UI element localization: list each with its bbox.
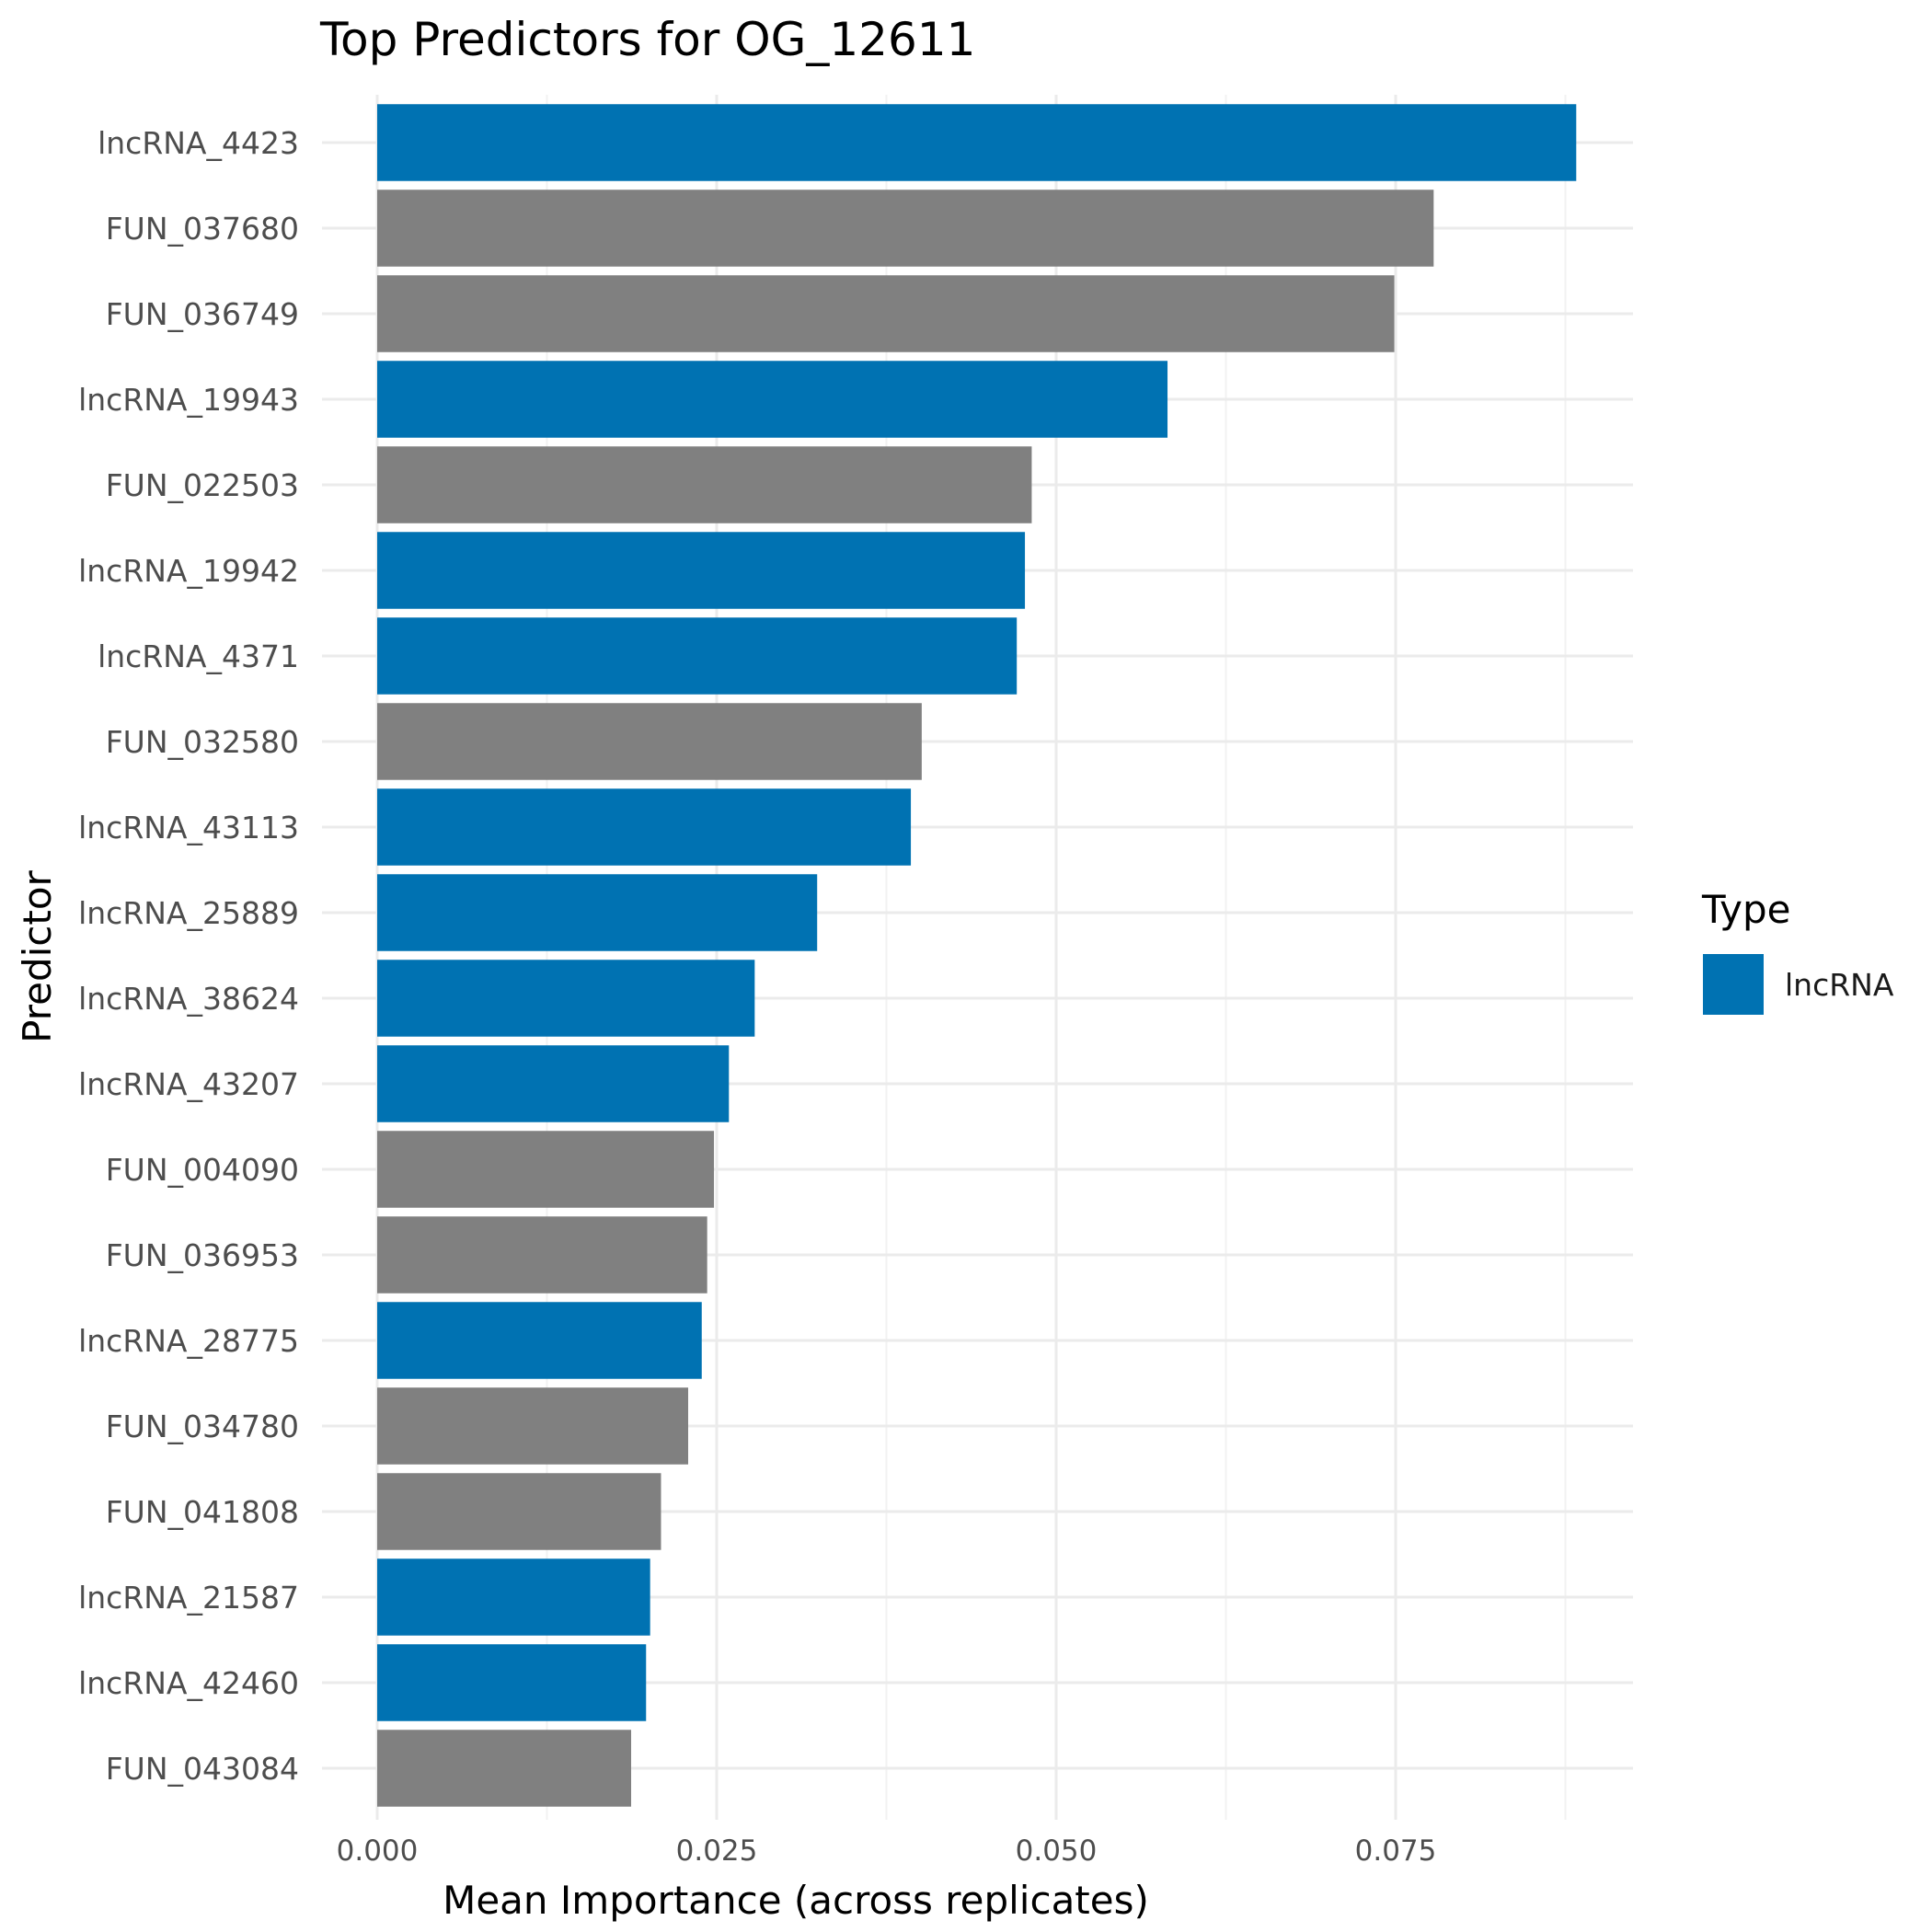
- bar-lncrna-43113: [377, 788, 912, 866]
- bar-lncrna-43207: [377, 1045, 730, 1122]
- bars: [377, 104, 1577, 1807]
- y-tick-label: FUN_041808: [106, 1494, 299, 1530]
- bar-fun-041808: [377, 1473, 661, 1550]
- y-tick-label: FUN_032580: [106, 724, 299, 760]
- chart-title: Top Predictors for OG_12611: [319, 13, 975, 66]
- bar-lncrna-4371: [377, 617, 1018, 695]
- y-tick-label: FUN_036953: [106, 1237, 299, 1273]
- bar-fun-032580: [377, 703, 922, 780]
- y-axis-title: Predictor: [15, 869, 60, 1042]
- x-tick-label: 0.025: [676, 1834, 758, 1868]
- bar-lncrna-21587: [377, 1558, 650, 1636]
- y-tick-label: lncRNA_4423: [98, 125, 299, 161]
- y-tick-label: FUN_036749: [106, 296, 299, 332]
- y-tick-labels: lncRNA_4423 FUN_037680 FUN_036749 lncRNA_19…: [78, 125, 299, 1787]
- bar-fun-034780: [377, 1387, 689, 1465]
- y-tick-label: lncRNA_43207: [78, 1066, 299, 1102]
- x-tick-label: 0.000: [337, 1834, 419, 1868]
- y-tick-label: FUN_034780: [106, 1409, 299, 1444]
- bar-lncrna-38624: [377, 960, 755, 1037]
- y-tick-label: lncRNA_43113: [78, 810, 299, 845]
- y-tick-label: lncRNA_4371: [98, 638, 299, 674]
- bar-lncrna-4423: [377, 104, 1577, 181]
- bar-fun-043084: [377, 1730, 632, 1807]
- y-tick-label: lncRNA_28775: [78, 1323, 299, 1359]
- y-tick-label: lncRNA_21587: [78, 1580, 299, 1616]
- y-tick-label: FUN_004090: [106, 1152, 299, 1188]
- x-tick-labels: 0.000 0.025 0.050 0.075: [337, 1834, 1437, 1868]
- y-tick-label: lncRNA_19943: [78, 382, 299, 418]
- y-tick-label: FUN_043084: [106, 1751, 299, 1787]
- y-tick-label: FUN_037680: [106, 211, 299, 247]
- x-tick-label: 0.075: [1355, 1834, 1437, 1868]
- y-tick-label: lncRNA_25889: [78, 895, 299, 931]
- bar-fun-004090: [377, 1131, 715, 1208]
- bar-fun-036953: [377, 1216, 707, 1294]
- bar-lncrna-42460: [377, 1644, 647, 1721]
- y-tick-label: FUN_022503: [106, 467, 299, 503]
- y-tick-label: lncRNA_38624: [78, 981, 299, 1017]
- bar-lncrna-19943: [377, 361, 1168, 438]
- bar-lncrna-25889: [377, 874, 818, 951]
- legend-label-lncrna: lncRNA: [1785, 967, 1894, 1003]
- bar-lncrna-28775: [377, 1302, 702, 1379]
- y-tick-label: lncRNA_19942: [78, 553, 299, 589]
- legend-swatch-lncrna: [1703, 954, 1764, 1015]
- legend: Type lncRNA: [1701, 887, 1894, 1015]
- bar-fun-036749: [377, 275, 1395, 352]
- y-tick-label: lncRNA_42460: [78, 1665, 299, 1701]
- x-axis-title: Mean Importance (across replicates): [443, 1878, 1149, 1923]
- bar-fun-037680: [377, 190, 1434, 267]
- bar-fun-022503: [377, 446, 1032, 523]
- bar-lncrna-19942: [377, 532, 1026, 609]
- legend-title: Type: [1701, 887, 1790, 932]
- x-tick-label: 0.050: [1016, 1834, 1098, 1868]
